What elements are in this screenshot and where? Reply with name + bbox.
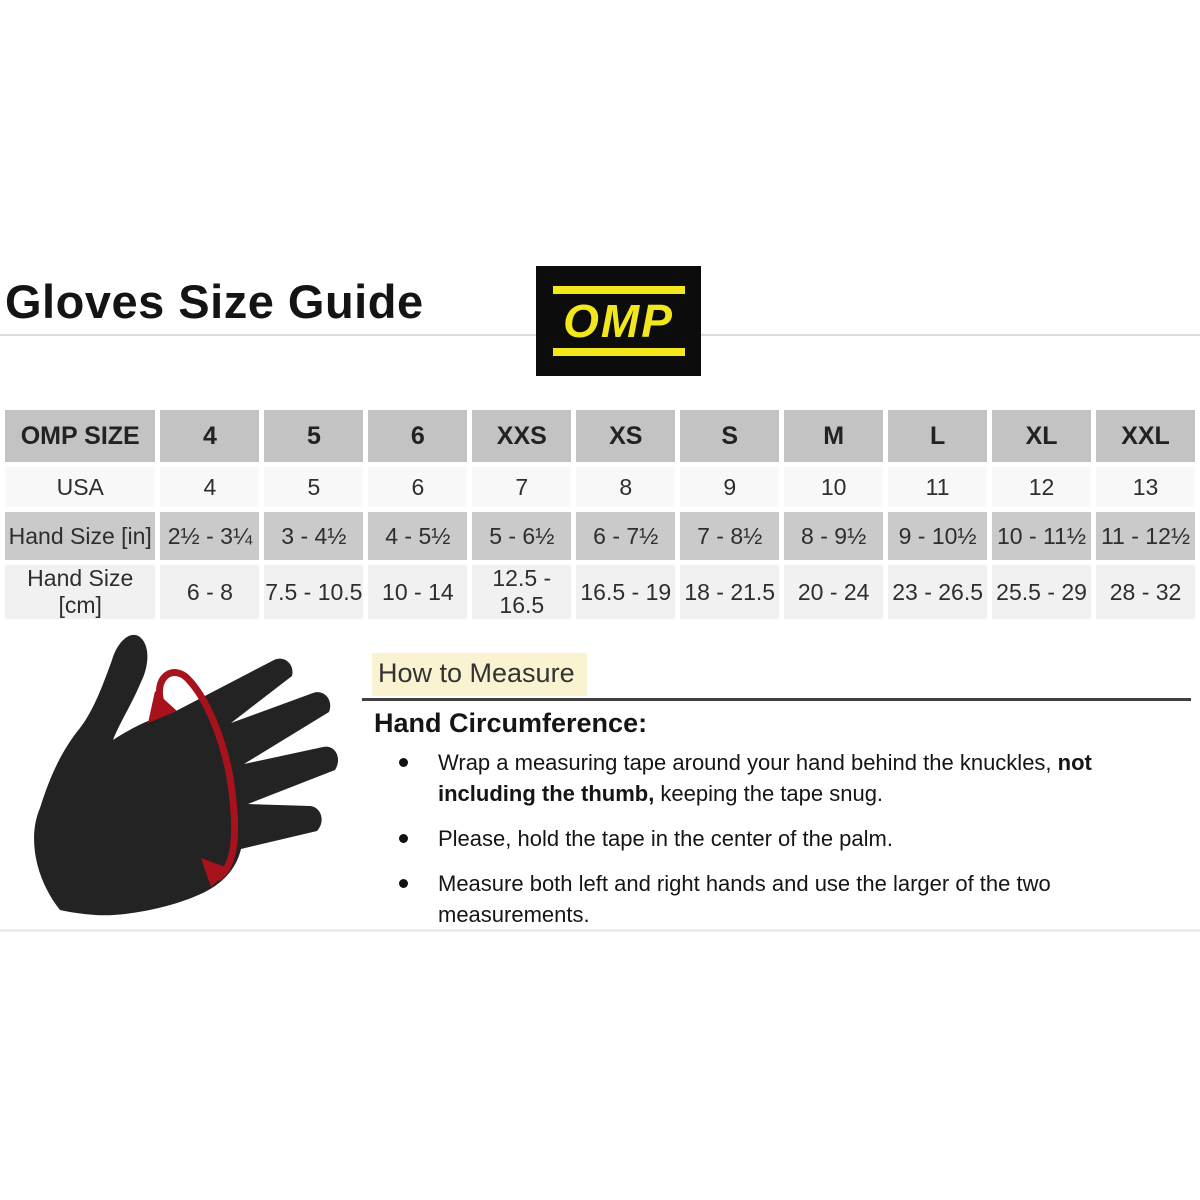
table-row-hand-size-in: Hand Size [in] 2½ - 3¼ 3 - 4½ 4 - 5½ 5 -… [5,512,1195,560]
table-row-hand-size-cm: Hand Size [cm] 6 - 8 7.5 - 10.5 10 - 14 … [5,565,1195,619]
logo-bar-bottom [552,348,685,357]
bottom-divider [0,929,1200,932]
table-cell: 9 - 10½ [888,512,988,560]
table-cell: 7.5 - 10.5 [264,565,364,619]
row-label: USA [5,467,156,507]
list-item: Wrap a measuring tape around your hand b… [374,747,1192,809]
table-cell: 11 - 12½ [1096,512,1195,560]
table-cell: 13 [1096,467,1195,507]
logo-bar-top [552,285,685,294]
bullet-icon [399,758,408,767]
table-cell: 6 - 7½ [576,512,676,560]
column-header: 5 [264,410,364,462]
table-cell: 5 [264,467,364,507]
section-divider [362,698,1191,701]
column-header: XXS [472,410,572,462]
table-cell: 12 [992,467,1092,507]
table-cell: 7 - 8½ [680,512,780,560]
bullet-icon [399,834,408,843]
hand-circumference-heading: Hand Circumference: [374,708,648,738]
column-header: XXL [1096,410,1195,462]
how-to-measure-title: How to Measure [372,653,587,696]
table-cell: 23 - 26.5 [888,565,988,619]
table-cell: 10 - 11½ [992,512,1092,560]
instruction-text: Measure both left and right hands and us… [438,871,1051,927]
table-cell: 7 [472,467,572,507]
table-cell: 4 - 5½ [368,512,468,560]
column-header: 4 [160,410,260,462]
list-item: Measure both left and right hands and us… [374,868,1192,930]
table-cell: 3 - 4½ [264,512,364,560]
table-cell: 4 [160,467,260,507]
table-cell: 8 - 9½ [784,512,884,560]
page-title: Gloves Size Guide [5,275,424,328]
table-cell: 16.5 - 19 [576,565,676,619]
instruction-text: Please, hold the tape in the center of t… [438,826,893,851]
table-cell: 6 - 8 [160,565,260,619]
column-header: 6 [368,410,468,462]
size-table-section: OMP SIZE 4 5 6 XXS XS S M L XL XXL USA 4… [0,405,1200,624]
table-cell: 10 [784,467,884,507]
hand-silhouette-icon [34,634,339,916]
size-table: OMP SIZE 4 5 6 XXS XS S M L XL XXL USA 4… [0,405,1200,624]
hand-measure-illustration [34,634,339,916]
table-cell: 18 - 21.5 [680,565,780,619]
table-cell: 11 [888,467,988,507]
table-cell: 28 - 32 [1096,565,1195,619]
table-cell: 9 [680,467,780,507]
instruction-text-bold: not including the thumb, [438,750,1092,806]
table-cell: 25.5 - 29 [992,565,1092,619]
omp-logo: OMP [536,266,701,376]
list-item: Please, hold the tape in the center of t… [374,823,1192,854]
table-cell: 20 - 24 [784,565,884,619]
column-header: OMP SIZE [5,410,156,462]
column-header: M [784,410,884,462]
instruction-text: keeping the tape snug. [654,781,884,806]
omp-logo-text: OMP [563,294,674,347]
table-cell: 6 [368,467,468,507]
table-cell: 5 - 6½ [472,512,572,560]
column-header: XL [992,410,1092,462]
row-label: Hand Size [in] [5,512,156,560]
table-cell: 8 [576,467,676,507]
measure-instructions-list: Wrap a measuring tape around your hand b… [374,747,1192,944]
column-header: S [680,410,780,462]
table-row-usa: USA 4 5 6 7 8 9 10 11 12 13 [5,467,1195,507]
measuring-arrow-icon [148,669,239,887]
column-header: L [888,410,988,462]
table-cell: 2½ - 3¼ [160,512,260,560]
table-cell: 12.5 - 16.5 [472,565,572,619]
instruction-text: Wrap a measuring tape around your hand b… [438,750,1058,775]
table-header-row: OMP SIZE 4 5 6 XXS XS S M L XL XXL [5,410,1195,462]
table-cell: 10 - 14 [368,565,468,619]
bullet-icon [399,879,408,888]
row-label: Hand Size [cm] [5,565,156,619]
column-header: XS [576,410,676,462]
